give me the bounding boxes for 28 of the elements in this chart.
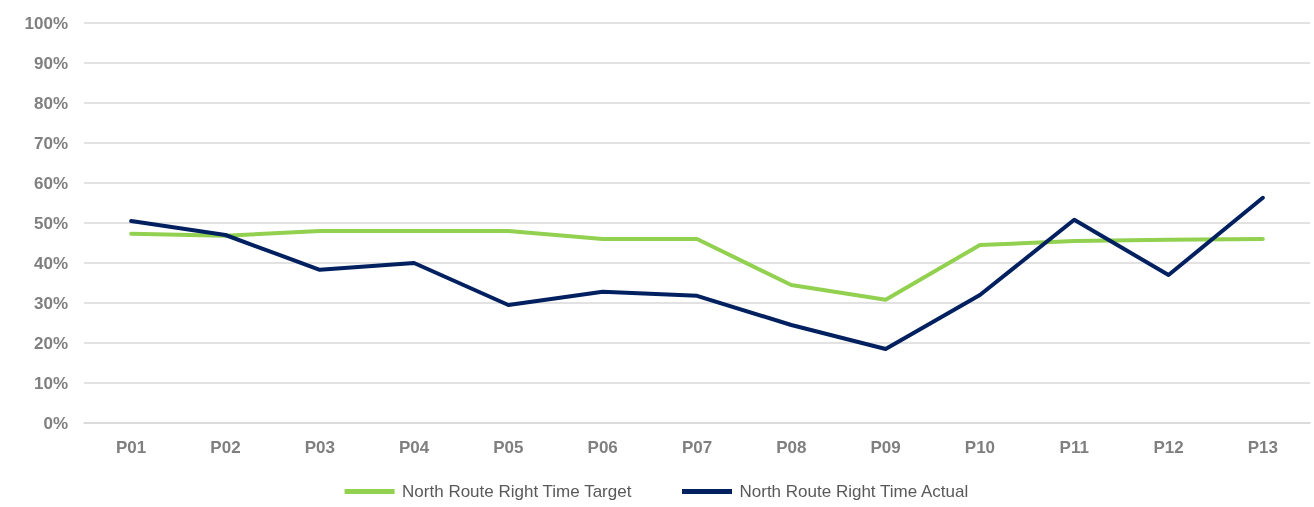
y-tick-label: 100% — [24, 13, 68, 33]
y-tick-label: 80% — [33, 93, 68, 113]
line-series — [129, 229, 1265, 302]
y-tick-label: 0% — [43, 413, 68, 433]
y-tick-label: 50% — [33, 213, 68, 233]
y-tick-label: 70% — [33, 133, 68, 153]
y-tick-label: 20% — [33, 333, 68, 353]
x-tick-label: P03 — [304, 438, 335, 457]
y-tick-label: 10% — [33, 373, 68, 393]
x-tick-label: P13 — [1247, 438, 1278, 457]
x-tick-label: P08 — [776, 438, 807, 457]
x-tick-label: P07 — [681, 438, 713, 457]
y-tick-label: 40% — [33, 253, 68, 273]
x-tick-label: P11 — [1059, 438, 1089, 457]
x-tick-label: P09 — [870, 438, 901, 457]
x-tick-label: P10 — [964, 438, 996, 457]
legend-label: North Route Right Time Actual — [739, 482, 969, 501]
x-tick-label: P06 — [587, 438, 618, 457]
y-tick-label: 90% — [33, 53, 68, 73]
x-tick-label: P05 — [493, 438, 524, 457]
x-tick-label: P01 — [116, 438, 147, 457]
x-tick-label: P02 — [210, 438, 241, 457]
y-tick-label: 30% — [33, 293, 68, 313]
y-tick-label: 60% — [33, 173, 68, 193]
x-tick-label: P04 — [398, 438, 430, 457]
legend-label: North Route Right Time Target — [402, 482, 632, 501]
x-tick-label: P12 — [1153, 438, 1184, 457]
line-series — [129, 195, 1265, 351]
